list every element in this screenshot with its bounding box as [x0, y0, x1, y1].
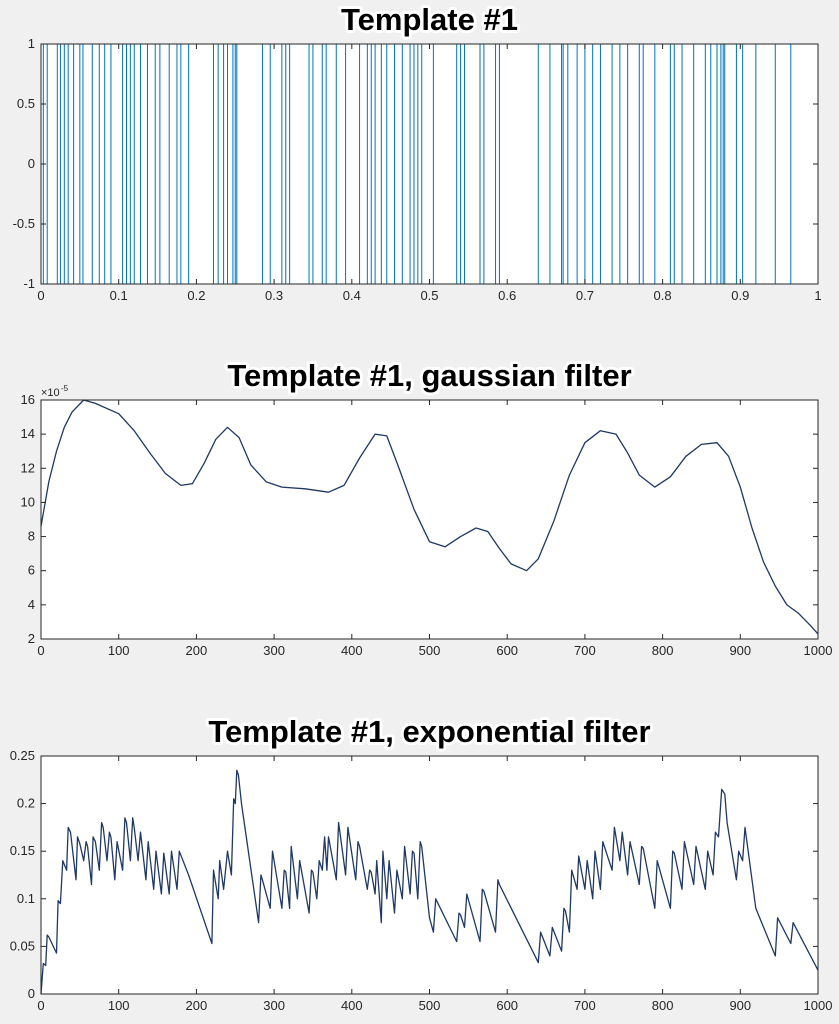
x-tick-label: 300	[263, 998, 285, 1013]
x-tick-label: 200	[186, 643, 208, 658]
chart-1: Template #1 0 0.1 0.2 0.3 0.4 0.5 0.6 0.7 0.8 0.9 1…	[13, 0, 822, 303]
chart-title: Template #1	[341, 2, 518, 37]
y-tick-label: 0	[28, 156, 35, 171]
x-tick-label: 400	[341, 643, 363, 658]
x-tick-label: 500	[419, 643, 441, 658]
x-tick-label: 800	[652, 998, 674, 1013]
axis-exponent: ×10 -5	[41, 384, 69, 399]
x-tick-label: 0.5	[420, 288, 438, 303]
y-tick-label: 12	[21, 460, 35, 475]
y-tick-label: 0.5	[17, 96, 35, 111]
y-tick-label: 0	[28, 986, 35, 1001]
x-tick-label: 0.2	[187, 288, 205, 303]
x-tick-label: 700	[574, 643, 596, 658]
x-tick-label: 1000	[804, 998, 833, 1013]
y-tick-label: 6	[28, 563, 35, 578]
y-tick-label: 0.05	[10, 938, 35, 953]
y-tick-label: 0.15	[10, 843, 35, 858]
y-tick-label: 10	[21, 494, 35, 509]
x-tick-label: 100	[108, 998, 130, 1013]
y-tick-label: -0.5	[13, 216, 35, 231]
x-tick-label: 300	[263, 643, 285, 658]
x-tick-label: 0	[37, 643, 44, 658]
plot-area	[41, 756, 818, 994]
x-tick-label: 600	[496, 643, 518, 658]
x-tick-label: 0.1	[110, 288, 128, 303]
x-tick-label: 1	[814, 288, 821, 303]
plot-area	[41, 400, 818, 639]
x-tick-label: 600	[496, 998, 518, 1013]
x-tick-label: 0.9	[731, 288, 749, 303]
exponent-power: -5	[61, 384, 69, 393]
x-tick-label: 900	[729, 643, 751, 658]
exponent-base: ×10	[41, 387, 60, 399]
x-tick-label: 800	[652, 643, 674, 658]
y-tick-label: 0.25	[10, 748, 35, 763]
y-tick-label: 2	[28, 631, 35, 646]
x-tick-label: 0.3	[265, 288, 283, 303]
y-tick-label: 0.1	[17, 891, 35, 906]
x-tick-label: 0.7	[576, 288, 594, 303]
x-tick-label: 500	[419, 998, 441, 1013]
series-line	[40, 769, 819, 995]
y-tick-label: 1	[28, 36, 35, 51]
y-tick-label: 14	[21, 426, 35, 441]
chart-3: Template #1, exponential filter 0 100 200 30…	[10, 711, 833, 1013]
x-tick-label: 0.6	[498, 288, 516, 303]
chart-title: Template #1, exponential filter	[208, 714, 650, 749]
chart-2: Template #1, gaussian filter 0 100 200 300 40…	[21, 355, 833, 658]
x-tick-label: 0	[37, 288, 44, 303]
x-tick-label: 0.8	[654, 288, 672, 303]
y-tick-label: 16	[21, 392, 35, 407]
x-tick-label: 0	[37, 998, 44, 1013]
series-line	[40, 399, 819, 635]
spike-series	[42, 44, 792, 284]
y-tick-label: 0.2	[17, 796, 35, 811]
plot-area	[41, 44, 818, 284]
y-tick-label: 8	[28, 529, 35, 544]
x-tick-label: 900	[729, 998, 751, 1013]
x-tick-label: 400	[341, 998, 363, 1013]
x-tick-label: 200	[186, 998, 208, 1013]
y-tick-label: 4	[28, 597, 35, 612]
x-tick-label: 1000	[804, 643, 833, 658]
x-tick-label: 100	[108, 643, 130, 658]
y-tick-label: -1	[23, 276, 35, 291]
x-tick-label: 0.4	[343, 288, 361, 303]
x-tick-label: 700	[574, 998, 596, 1013]
chart-title: Template #1, gaussian filter	[227, 358, 631, 393]
